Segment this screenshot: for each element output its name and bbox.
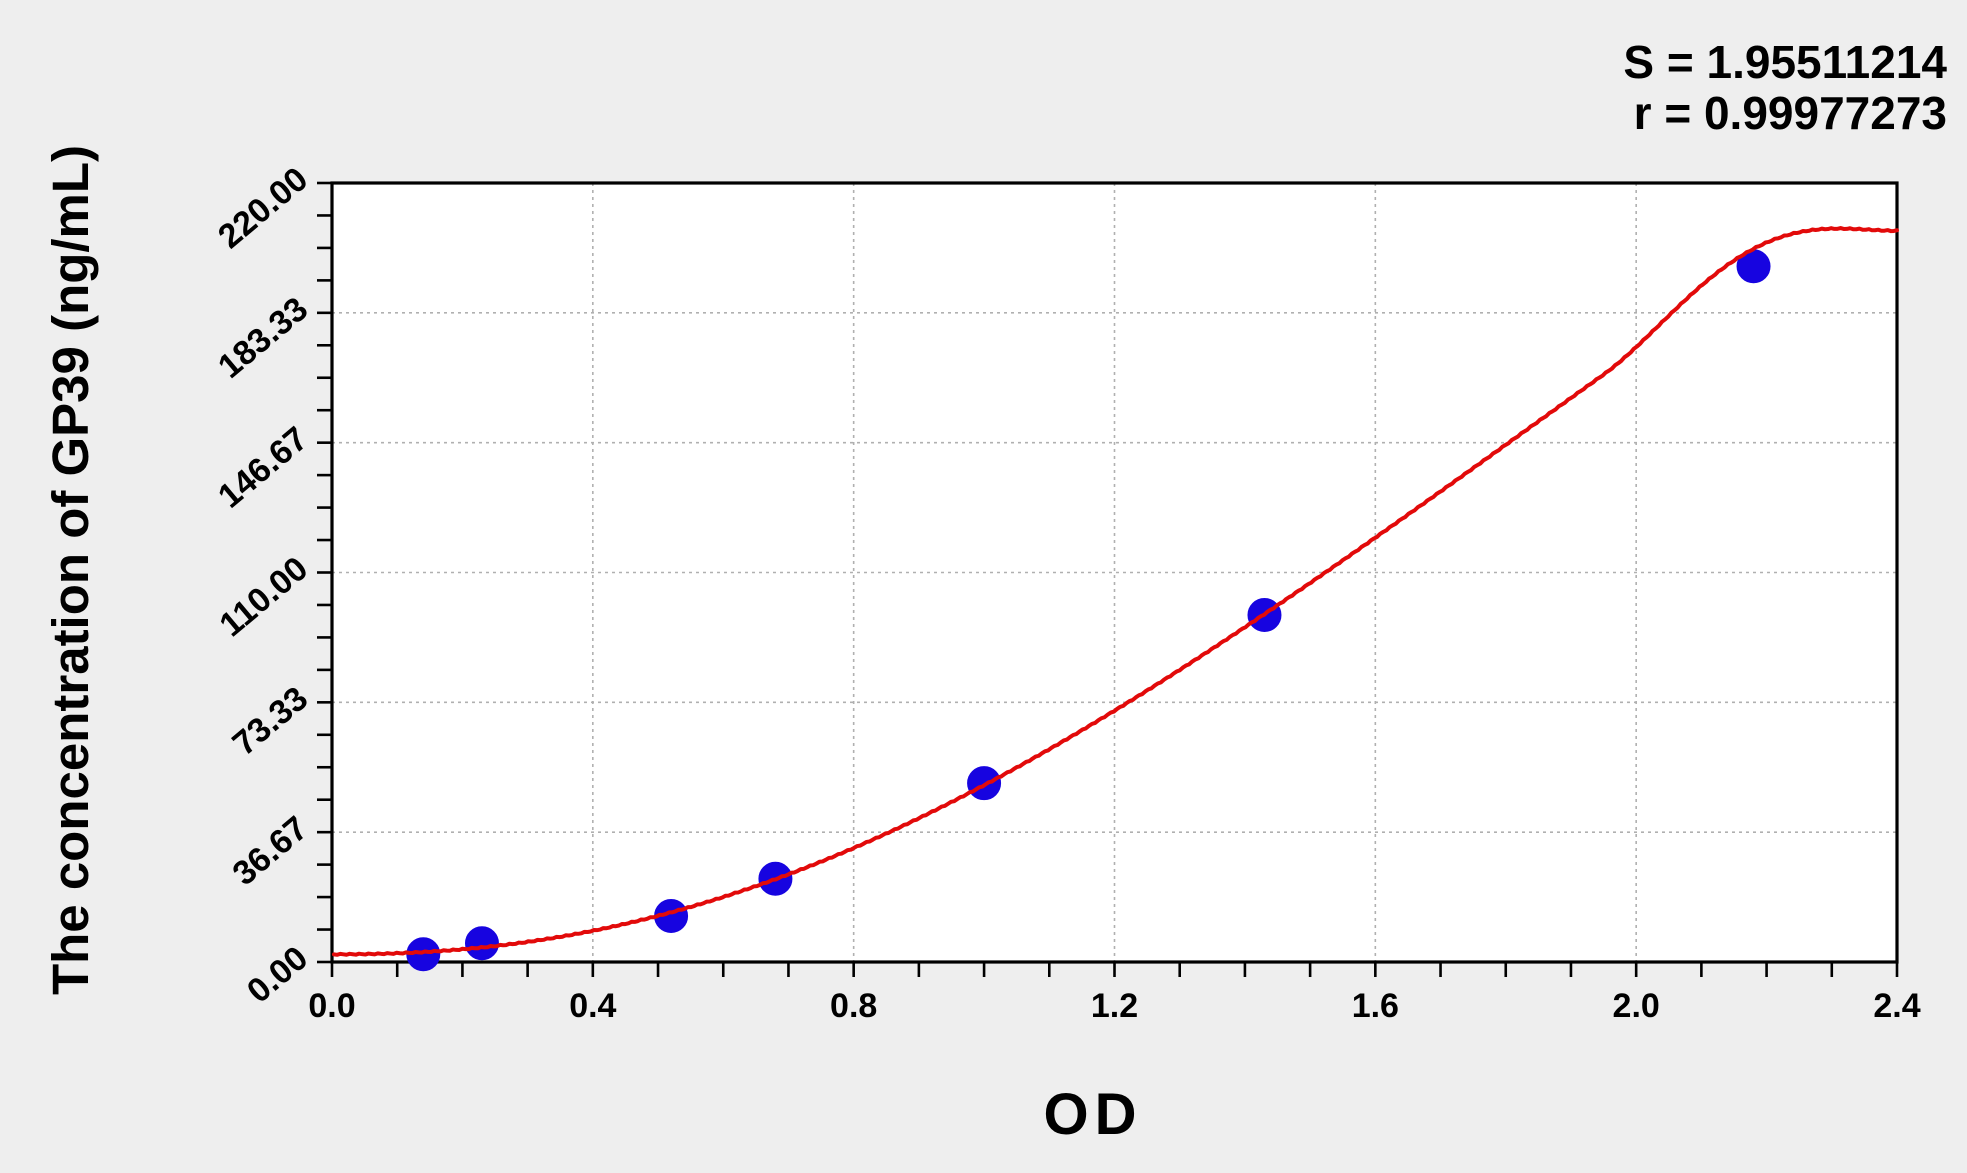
svg-text:1.2: 1.2 bbox=[1091, 987, 1138, 1025]
svg-text:2.0: 2.0 bbox=[1613, 987, 1660, 1025]
svg-text:r = 0.99977273: r = 0.99977273 bbox=[1634, 87, 1947, 139]
svg-text:OD: OD bbox=[1044, 1082, 1143, 1147]
svg-text:0.8: 0.8 bbox=[830, 987, 877, 1025]
svg-text:S = 1.95511214: S = 1.95511214 bbox=[1623, 36, 1947, 88]
svg-text:The concentration of GP39 (ng/: The concentration of GP39 (ng/mL) bbox=[42, 145, 99, 995]
svg-text:2.4: 2.4 bbox=[1873, 987, 1920, 1025]
svg-text:1.6: 1.6 bbox=[1352, 987, 1399, 1025]
svg-text:0.4: 0.4 bbox=[569, 987, 616, 1025]
svg-text:0.0: 0.0 bbox=[308, 987, 355, 1025]
